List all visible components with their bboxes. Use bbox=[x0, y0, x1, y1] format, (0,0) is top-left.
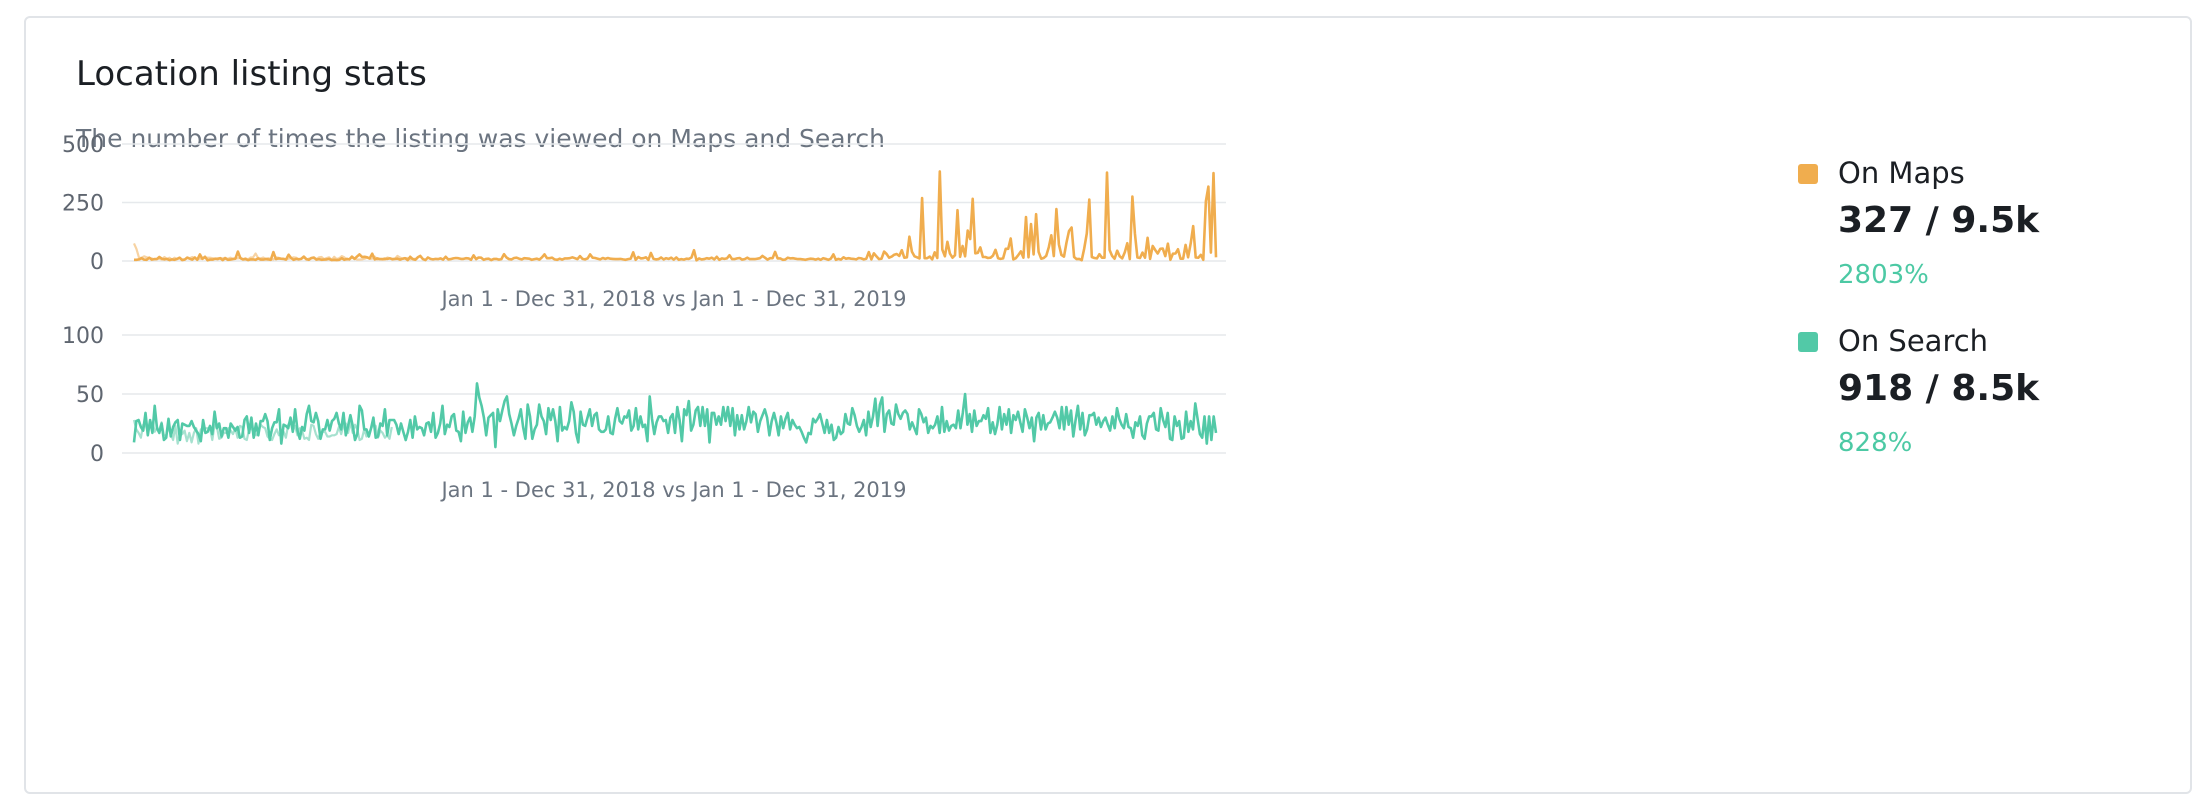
series-line-on-search bbox=[132, 382, 1218, 449]
y-tick-label: 50 bbox=[76, 383, 104, 408]
y-tick-label: 500 bbox=[62, 133, 104, 158]
legend-change-on-maps: 2803% bbox=[1838, 260, 1929, 290]
y-tick-label: 0 bbox=[90, 442, 104, 467]
legend-swatch-on-search bbox=[1798, 332, 1818, 352]
legend-value-on-search: 918 / 8.5k bbox=[1838, 368, 2040, 409]
card-title: Location listing stats bbox=[76, 54, 427, 94]
legend-name-on-maps: On Maps bbox=[1838, 156, 1965, 190]
legend-change-on-search: 828% bbox=[1838, 428, 1913, 458]
legend-value-on-maps: 327 / 9.5k bbox=[1838, 200, 2040, 241]
legend-name-on-search: On Search bbox=[1838, 324, 1989, 358]
y-tick-label: 100 bbox=[62, 324, 104, 349]
y-tick-label: 0 bbox=[90, 250, 104, 275]
location-listing-stats-card: Location listing stats The number of tim… bbox=[24, 16, 2192, 794]
date-range-label: Jan 1 - Dec 31, 2018 vs Jan 1 - Dec 31, … bbox=[439, 287, 906, 311]
series-line-on-maps bbox=[134, 170, 1218, 262]
date-range-label: Jan 1 - Dec 31, 2018 vs Jan 1 - Dec 31, … bbox=[439, 478, 906, 502]
legend-swatch-on-maps bbox=[1798, 164, 1818, 184]
card-subtitle: The number of times the listing was view… bbox=[76, 124, 885, 153]
comparison-line-on-search bbox=[132, 419, 393, 445]
y-tick-label: 250 bbox=[62, 192, 104, 217]
